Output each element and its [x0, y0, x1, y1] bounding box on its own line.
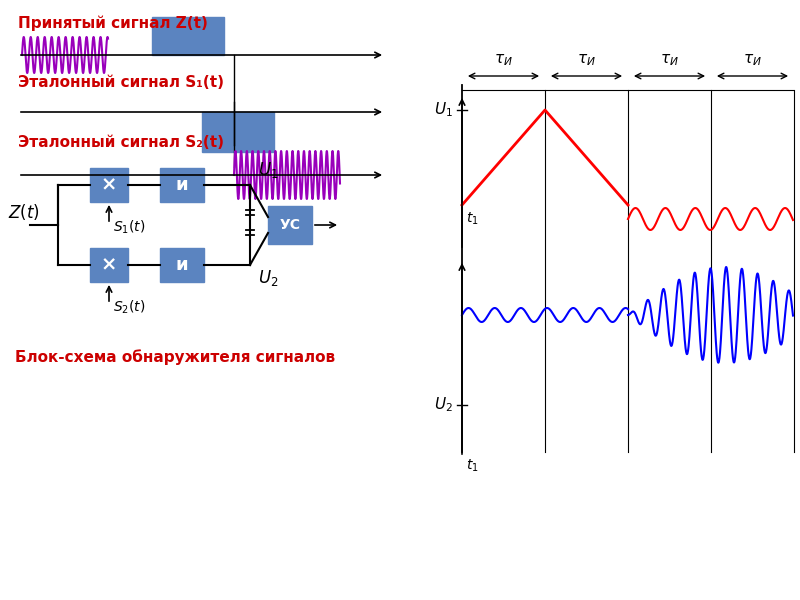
Bar: [160, 168, 204, 202]
Bar: [202, 112, 274, 152]
Text: Эталонный сигнал S₁(t): Эталонный сигнал S₁(t): [18, 75, 224, 90]
Text: $\tau_И$: $\tau_И$: [494, 52, 513, 68]
Text: $\tau_И$: $\tau_И$: [660, 52, 679, 68]
Text: $\mathit{U_1}$: $\mathit{U_1}$: [258, 160, 278, 180]
Text: $U_2$: $U_2$: [434, 395, 453, 415]
Text: $t_1$: $t_1$: [466, 458, 478, 475]
Text: $t_1$: $t_1$: [466, 211, 478, 227]
Text: $\mathit{S_2(t)}$: $\mathit{S_2(t)}$: [113, 299, 146, 316]
Bar: [268, 206, 312, 244]
Text: Принятый сигнал Z(t): Принятый сигнал Z(t): [18, 16, 208, 31]
Text: $\mathit{U_2}$: $\mathit{U_2}$: [258, 268, 278, 288]
Text: $\mathit{Z(t)}$: $\mathit{Z(t)}$: [8, 202, 40, 222]
Bar: [90, 168, 128, 202]
Text: $\mathit{S_1(t)}$: $\mathit{S_1(t)}$: [113, 219, 146, 236]
Bar: [160, 248, 204, 282]
Text: Блок-схема обнаружителя сигналов: Блок-схема обнаружителя сигналов: [15, 349, 335, 365]
Text: $U_1$: $U_1$: [434, 101, 453, 119]
Text: ×: ×: [101, 175, 117, 194]
Text: Эталонный сигнал S₂(t): Эталонный сигнал S₂(t): [18, 135, 224, 150]
Text: УС: УС: [279, 218, 301, 232]
Text: ×: ×: [101, 256, 117, 275]
Text: $\tau_И$: $\tau_И$: [577, 52, 596, 68]
Text: $\tau_И$: $\tau_И$: [743, 52, 762, 68]
Bar: [90, 248, 128, 282]
Text: и: и: [176, 176, 188, 194]
Text: и: и: [176, 256, 188, 274]
Bar: [152, 17, 224, 55]
